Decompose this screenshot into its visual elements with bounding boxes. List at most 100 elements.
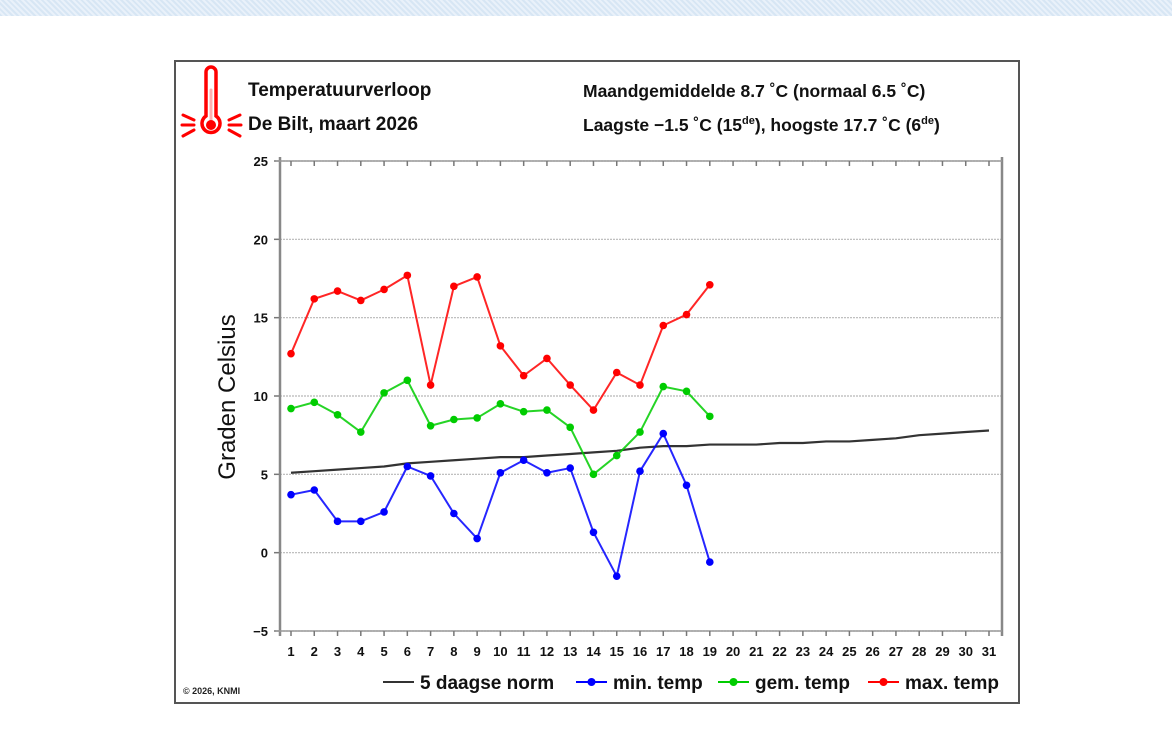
x-tick-label: 11 bbox=[517, 644, 531, 659]
data-point-min bbox=[612, 572, 621, 580]
data-point-max bbox=[612, 368, 621, 377]
legend-label-norm: 5 daagse norm bbox=[420, 673, 554, 694]
data-point-gem bbox=[706, 412, 714, 421]
x-tick-label: 21 bbox=[749, 644, 763, 659]
x-tick-label: 14 bbox=[586, 644, 601, 659]
legend-label-max: max. temp bbox=[905, 673, 999, 694]
data-point-gem bbox=[636, 428, 644, 436]
data-point-min bbox=[706, 558, 714, 566]
data-point-gem bbox=[403, 376, 412, 385]
x-tick-label: 23 bbox=[796, 644, 810, 659]
data-point-gem bbox=[287, 404, 295, 413]
series-gem bbox=[287, 376, 714, 479]
data-point-max bbox=[519, 371, 528, 380]
y-tick-label: 10 bbox=[254, 389, 268, 404]
data-point-gem bbox=[496, 400, 505, 408]
x-tick-label: 6 bbox=[404, 644, 411, 659]
data-point-gem bbox=[566, 423, 574, 432]
data-point-max bbox=[682, 310, 691, 319]
data-point-min bbox=[566, 464, 574, 472]
data-point-max bbox=[287, 349, 295, 358]
legend-item-max: max. temp bbox=[868, 673, 999, 694]
data-point-min bbox=[659, 429, 668, 438]
y-tick-label: −5 bbox=[253, 624, 268, 639]
data-point-gem bbox=[426, 421, 435, 430]
data-point-max bbox=[310, 295, 319, 303]
x-tick-label: 1 bbox=[287, 644, 294, 659]
x-tick-label: 29 bbox=[935, 644, 949, 659]
legend-item-min: min. temp bbox=[576, 673, 703, 694]
data-point-gem bbox=[519, 407, 528, 416]
x-tick-label: 10 bbox=[493, 644, 507, 659]
data-point-min bbox=[589, 528, 598, 537]
data-point-max bbox=[706, 280, 714, 289]
chart-title: Temperatuurverloop bbox=[248, 80, 432, 101]
data-point-min bbox=[682, 481, 691, 490]
monthly-average-text: Maandgemiddelde 8.7 ˚C (normaal 6.5 ˚C) bbox=[583, 81, 926, 101]
y-axis-label: Graden Celsius bbox=[214, 314, 241, 479]
legend-label-min: min. temp bbox=[613, 673, 703, 694]
data-point-max bbox=[333, 287, 342, 295]
legend: 5 daagse norm min. temp gem. temp max. temp bbox=[383, 673, 999, 694]
extremes-text-sup: de bbox=[921, 115, 934, 128]
legend-item-gem: gem. temp bbox=[718, 673, 850, 694]
data-point-min bbox=[310, 486, 319, 494]
data-point-max bbox=[543, 354, 551, 363]
y-tick-label: 20 bbox=[254, 232, 268, 247]
data-point-min bbox=[519, 456, 528, 465]
data-point-min bbox=[543, 468, 551, 477]
data-point-max bbox=[636, 381, 644, 389]
data-point-gem bbox=[612, 451, 621, 460]
data-point-max bbox=[450, 282, 458, 291]
data-point-gem bbox=[659, 382, 668, 391]
y-tick-label: 25 bbox=[254, 154, 268, 169]
data-point-max bbox=[426, 381, 435, 389]
x-tick-label: 31 bbox=[982, 644, 996, 659]
series-group bbox=[287, 271, 990, 580]
data-point-gem bbox=[357, 428, 365, 436]
data-point-min bbox=[450, 509, 458, 518]
legend-label-gem: gem. temp bbox=[755, 673, 850, 694]
data-point-min bbox=[496, 468, 505, 477]
data-point-min bbox=[636, 467, 644, 476]
x-tick-label: 15 bbox=[609, 644, 623, 659]
x-tick-label: 4 bbox=[357, 644, 365, 659]
x-tick-label: 28 bbox=[912, 644, 926, 659]
legend-marker-gem bbox=[729, 678, 738, 686]
x-tick-label: 22 bbox=[772, 644, 786, 659]
x-tick-label: 25 bbox=[842, 644, 856, 659]
extremes-text-part: Laagste −1.5 ˚C (15 bbox=[583, 115, 743, 135]
copyright-text: © 2026, KNMI bbox=[183, 686, 241, 696]
data-point-max bbox=[659, 321, 668, 330]
x-tick-label: 20 bbox=[726, 644, 740, 659]
data-point-gem bbox=[543, 406, 551, 414]
series-max bbox=[287, 271, 714, 414]
data-point-gem bbox=[380, 389, 388, 397]
thermometer-icon bbox=[180, 65, 243, 138]
legend-marker-max bbox=[879, 678, 888, 686]
chart-subtitle: De Bilt, maart 2026 bbox=[248, 114, 419, 135]
x-tick-label: 19 bbox=[703, 644, 717, 659]
x-tick-label: 7 bbox=[427, 644, 434, 659]
data-point-min bbox=[287, 490, 295, 499]
data-point-gem bbox=[682, 387, 691, 396]
data-point-gem bbox=[310, 398, 319, 407]
x-tick-label: 16 bbox=[633, 644, 647, 659]
data-point-max bbox=[566, 381, 574, 389]
legend-item-norm: 5 daagse norm bbox=[383, 673, 554, 694]
data-point-max bbox=[496, 342, 505, 350]
page-header-strip bbox=[0, 0, 1172, 16]
series-min bbox=[287, 429, 714, 580]
series-norm bbox=[290, 429, 990, 474]
data-point-max bbox=[357, 296, 365, 305]
data-point-min bbox=[333, 517, 342, 526]
data-point-gem bbox=[589, 470, 598, 479]
series-line-norm bbox=[290, 429, 990, 474]
data-point-min bbox=[403, 462, 412, 471]
y-tick-label: 5 bbox=[261, 467, 268, 482]
data-point-gem bbox=[473, 414, 481, 422]
x-tick-label: 24 bbox=[819, 644, 834, 659]
x-tick-label: 3 bbox=[334, 644, 341, 659]
